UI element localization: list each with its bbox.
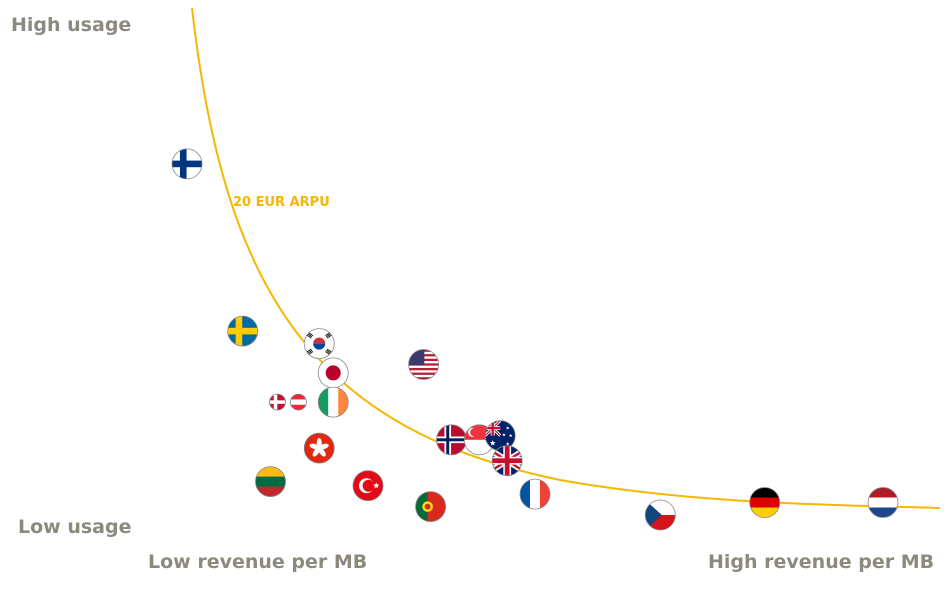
portugal-flag: [415, 491, 447, 523]
y-axis-low-label: Low usage: [18, 516, 132, 538]
norway-flag: [436, 424, 467, 456]
flags-layer: [171, 148, 899, 531]
x-axis-high-label: High revenue per MB: [708, 551, 935, 573]
sweden-flag: [227, 315, 259, 347]
arpu-curve: [191, 7, 941, 509]
turkey-flag: [352, 470, 384, 502]
germany-flag: [749, 487, 781, 518]
ireland-flag: [317, 386, 349, 418]
france-flag: [519, 478, 551, 510]
czech-flag: [644, 499, 676, 531]
finland-flag: [171, 148, 203, 180]
japan-flag: [317, 357, 349, 389]
curve-label: 20 EUR ARPU: [233, 195, 330, 210]
uk-flag: [491, 445, 523, 477]
lithuania-flag: [255, 466, 286, 498]
x-axis-low-label: Low revenue per MB: [148, 551, 368, 573]
south-korea-flag: [303, 328, 335, 360]
usa-flag: [408, 349, 440, 380]
y-axis-high-label: High usage: [11, 14, 132, 36]
netherlands-flag: [867, 487, 899, 518]
denmark-flag: [269, 393, 286, 411]
hong-kong-flag: [303, 432, 335, 464]
austria-flag: [289, 393, 307, 411]
